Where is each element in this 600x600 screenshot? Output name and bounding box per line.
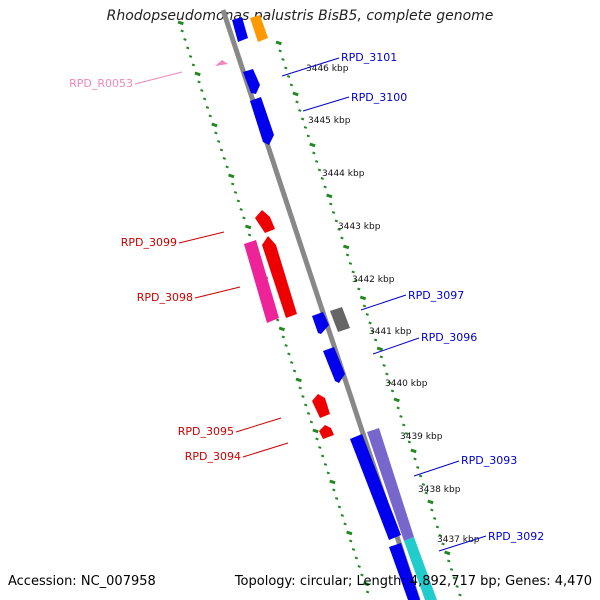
gene-label[interactable]: RPD_3095: [178, 425, 234, 438]
length-label: Length:: [356, 574, 406, 589]
gene-label[interactable]: RPD_3100: [351, 91, 407, 104]
tick-labels: 3446 kbp 3445 kbp 3444 kbp 3443 kbp 3442 kbp…: [306, 64, 480, 545]
gene-label[interactable]: RPD_R0053: [69, 77, 133, 90]
gene-feature-forward[interactable]: [232, 17, 248, 42]
gene-label-leader: [194, 286, 241, 299]
gene-feature-reverse[interactable]: [262, 236, 297, 318]
gene-features: [215, 15, 437, 600]
gene-label-leader: [178, 231, 225, 244]
accession-label: Accession:: [8, 574, 77, 589]
gene-label-leader: [360, 294, 407, 311]
gene-feature-reverse[interactable]: [312, 394, 330, 418]
gene-label-leader: [372, 337, 420, 355]
tick-label: 3443 kbp: [338, 222, 381, 232]
gene-label[interactable]: RPD_3096: [421, 331, 477, 344]
gene-label-leader: [281, 57, 340, 77]
tick-label: 3437 kbp: [437, 535, 480, 545]
gene-label[interactable]: RPD_3092: [488, 530, 544, 543]
gene-label-leader: [438, 535, 487, 552]
topology-label: Topology:: [234, 574, 296, 589]
tick-label: 3439 kbp: [400, 432, 443, 442]
tick-label: 3442 kbp: [352, 275, 395, 285]
map-title: Rhodopseudomonas palustris BisB5, comple…: [106, 8, 494, 24]
gene-label[interactable]: RPD_3097: [408, 289, 464, 302]
gene-feature-cyan[interactable]: [404, 537, 437, 600]
ruler-outer: [177, 20, 370, 594]
genes-value: 4,470: [554, 574, 592, 589]
gene-label[interactable]: RPD_3101: [341, 51, 397, 64]
gene-label-leader: [134, 71, 183, 85]
tick-label: 3441 kbp: [369, 327, 412, 337]
gene-feature-rna[interactable]: [215, 60, 228, 66]
gene-labels: RPD_3101 RPD_3100 RPD_R0053 RPD_3099 RPD_309…: [69, 51, 544, 552]
gene-feature-forward[interactable]: [323, 347, 345, 383]
gene-feature-forward[interactable]: [350, 434, 401, 540]
genes-label: Genes:: [505, 574, 551, 589]
tick-label: 3440 kbp: [385, 379, 428, 389]
tick-label: 3438 kbp: [418, 485, 461, 495]
accession-text: Accession: NC_007958: [8, 574, 156, 589]
gene-feature-forward[interactable]: [389, 543, 420, 600]
gene-feature-purple[interactable]: [367, 428, 414, 541]
gene-feature-forward[interactable]: [243, 69, 260, 94]
gene-feature-reverse[interactable]: [255, 210, 275, 233]
gene-label[interactable]: RPD_3099: [121, 236, 177, 249]
gene-feature-pink[interactable]: [244, 240, 279, 323]
accession-value: NC_007958: [80, 574, 156, 589]
gene-feature-gray[interactable]: [330, 307, 350, 332]
gene-label-leader: [302, 96, 350, 112]
gene-label-leader: [235, 417, 282, 433]
gene-feature-orange[interactable]: [250, 15, 268, 42]
tick-label: 3446 kbp: [306, 64, 349, 74]
gene-label[interactable]: RPD_3093: [461, 454, 517, 467]
tick-label: 3445 kbp: [308, 116, 351, 126]
ruler-inner: [275, 40, 462, 597]
length-value: 4,892,717 bp;: [409, 574, 502, 589]
topology-value: circular;: [299, 574, 353, 589]
position-rulers: [177, 20, 462, 597]
gene-label-leader: [242, 442, 289, 458]
gene-label[interactable]: RPD_3098: [137, 291, 193, 304]
gene-feature-reverse[interactable]: [319, 425, 334, 439]
gene-feature-forward[interactable]: [312, 312, 329, 334]
genome-stats: Topology: circular; Length: 4,892,717 bp…: [235, 574, 592, 589]
tick-label: 3444 kbp: [322, 169, 365, 179]
gene-feature-forward[interactable]: [250, 97, 274, 145]
gene-label[interactable]: RPD_3094: [185, 450, 241, 463]
gene-label-leader: [413, 460, 460, 477]
